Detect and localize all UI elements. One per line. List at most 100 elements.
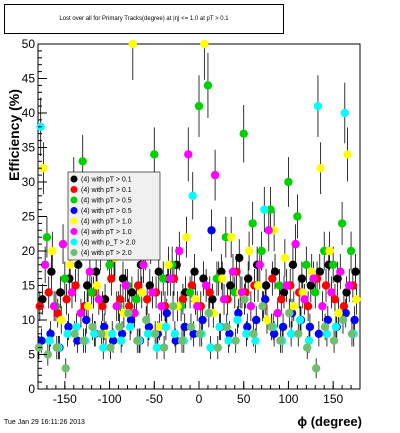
legend-label: (4) with pT > 0.1: [81, 177, 132, 184]
data-point: [285, 308, 294, 318]
y-tick-label: 15: [22, 279, 36, 293]
data-point: [70, 329, 79, 338]
data-point: [58, 239, 68, 249]
data-point: [218, 274, 227, 283]
data-point: [224, 336, 233, 345]
data-point: [347, 329, 357, 338]
data-point: [351, 267, 360, 276]
data-point: [222, 322, 231, 332]
data-point: [203, 81, 213, 90]
data-point: [195, 329, 205, 338]
data-point: [268, 274, 277, 283]
data-point: [289, 302, 299, 311]
data-point: [270, 267, 280, 276]
data-point: [213, 343, 222, 352]
data-point: [78, 157, 87, 166]
y-tick-label: 35: [22, 141, 36, 155]
data-point: [46, 329, 55, 338]
data-point: [316, 164, 325, 173]
data-point: [257, 246, 266, 256]
data-point: [260, 205, 269, 214]
data-point: [142, 315, 151, 325]
data-point: [228, 267, 238, 276]
data-point: [97, 329, 106, 338]
data-point: [267, 322, 276, 332]
data-point: [346, 246, 356, 256]
data-point: [297, 274, 307, 283]
axes: -150 -100 -50 0 50 100 150 0 5 10 15 20 25 30 35 40 45 50: [22, 37, 361, 406]
data-point: [168, 302, 178, 311]
data-point: [100, 295, 110, 304]
data-point: [115, 322, 124, 332]
data-point: [207, 226, 216, 235]
data-point: [280, 253, 290, 263]
y-tick-label: 45: [22, 72, 36, 86]
data-point: [331, 322, 341, 332]
data-point: [342, 288, 351, 297]
data-point: [303, 302, 313, 311]
data-point: [243, 274, 253, 283]
data-point: [152, 343, 162, 352]
data-point: [233, 315, 242, 325]
data-point: [99, 322, 109, 332]
data-point: [171, 336, 180, 345]
data-point: [116, 336, 126, 345]
legend-marker: [70, 196, 78, 204]
data-point: [311, 288, 320, 297]
data-point: [112, 302, 121, 311]
data-point: [73, 336, 82, 345]
data-point: [225, 329, 234, 338]
x-tick-label: -150: [53, 392, 77, 406]
data-point: [235, 253, 244, 263]
data-point: [142, 295, 152, 304]
data-point: [150, 150, 159, 159]
y-tick-label: 50: [22, 37, 36, 51]
y-tick-label: 0: [28, 382, 35, 396]
data-point: [303, 343, 312, 352]
data-point: [92, 281, 102, 290]
x-tick-label: -100: [98, 392, 122, 406]
data-point: [64, 322, 73, 332]
data-point: [66, 260, 75, 269]
data-point: [239, 129, 248, 138]
data-point: [293, 212, 302, 221]
data-point: [251, 336, 260, 345]
data-point: [275, 281, 284, 290]
data-point: [200, 39, 209, 49]
data-point: [145, 281, 155, 290]
data-point: [178, 295, 188, 304]
data-point: [321, 281, 331, 290]
data-point: [340, 108, 349, 118]
y-axis-label: Efficiency (%): [6, 89, 22, 181]
data-point: [190, 267, 199, 276]
data-point: [314, 329, 324, 338]
legend-marker: [70, 175, 78, 183]
data-point: [337, 219, 347, 228]
data-point: [106, 343, 115, 352]
data-point: [148, 288, 157, 297]
data-point: [330, 295, 340, 304]
data-point: [199, 274, 208, 283]
data-point: [226, 281, 235, 290]
data-point: [315, 267, 324, 276]
data-point: [61, 364, 70, 373]
data-point: [198, 315, 207, 325]
legend-marker: [70, 186, 78, 193]
legend-label: (4) with pT > 0.5: [81, 198, 132, 205]
data-point: [311, 364, 321, 373]
data-point: [60, 274, 70, 283]
data-point: [291, 239, 300, 249]
y-tick-label: 25: [22, 210, 36, 224]
plot-title: Lost over all for Primary Tracks(degree)…: [4, 4, 284, 34]
data-point: [282, 281, 291, 290]
data-point: [273, 308, 282, 318]
data-point: [191, 295, 200, 304]
x-tick-label: 150: [323, 392, 343, 406]
data-point: [94, 295, 104, 304]
data-point: [194, 101, 204, 111]
y-tick-label: 10: [22, 313, 36, 327]
data-point: [327, 288, 336, 297]
data-point: [262, 315, 272, 325]
legend-label: (4) with pT > 2.0: [81, 250, 132, 257]
